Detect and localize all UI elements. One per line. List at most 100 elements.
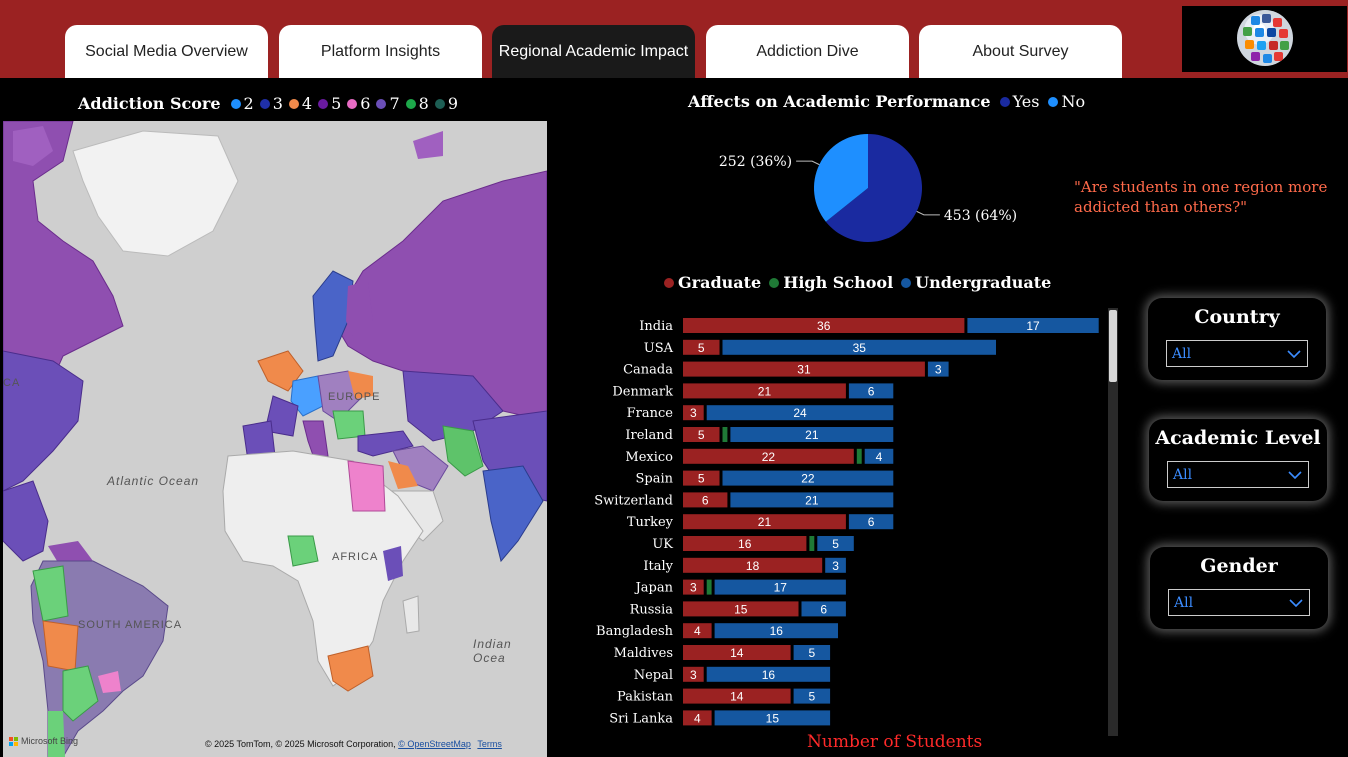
bar-data-label: 3 — [935, 363, 942, 377]
app-logo — [1182, 6, 1347, 72]
bar-segment-graduate[interactable] — [683, 666, 704, 682]
map-legend-label: 7 — [389, 94, 400, 113]
bar-segment-graduate[interactable] — [683, 339, 720, 355]
academic-level-dropdown[interactable]: All — [1167, 461, 1309, 488]
map-legend-item[interactable]: 7 — [370, 94, 400, 113]
bar-segment-graduate[interactable] — [683, 448, 854, 464]
bar-segment-undergraduate[interactable] — [714, 579, 846, 595]
legend-dot-icon — [230, 98, 241, 109]
gender-dropdown[interactable]: All — [1168, 589, 1310, 616]
map-legend-item[interactable]: 4 — [283, 94, 312, 113]
tab-platform-insights[interactable]: Platform Insights — [279, 25, 482, 78]
bar-segment-graduate[interactable] — [683, 383, 846, 399]
country-axis-label: Italy — [643, 559, 673, 574]
bar-segment-graduate[interactable] — [683, 470, 720, 486]
bar-segment-graduate[interactable] — [683, 361, 925, 377]
bar-segment-high-school[interactable] — [706, 579, 712, 595]
chart-scrollbar[interactable] — [1108, 308, 1118, 736]
map-canvas[interactable] — [3, 121, 547, 757]
bar-segment-graduate[interactable] — [683, 623, 712, 639]
bar-data-label: 16 — [738, 537, 752, 551]
bar-legend-item[interactable]: Graduate — [660, 273, 765, 292]
map-legend-item[interactable]: 3 — [254, 94, 283, 113]
bar-segment-undergraduate[interactable] — [801, 601, 846, 617]
bar-segment-graduate[interactable] — [683, 536, 807, 551]
pie-legend-item[interactable]: No — [1039, 92, 1085, 111]
pie-slice-yes[interactable] — [825, 134, 922, 242]
bar-segment-undergraduate[interactable] — [714, 710, 831, 726]
pie-leader-line — [796, 160, 820, 166]
bar-legend-item[interactable]: High School — [765, 273, 897, 292]
pie-slice-no[interactable] — [814, 134, 868, 222]
country-axis-label: Sri Lanka — [609, 711, 673, 726]
country-dropdown[interactable]: All — [1166, 340, 1308, 367]
bar-data-label: 4 — [694, 711, 701, 725]
map-legend-item[interactable]: 2 — [225, 94, 254, 113]
country-axis-label: UK — [652, 537, 673, 552]
bar-data-label: 6 — [868, 515, 875, 529]
bar-segment-graduate[interactable] — [683, 514, 846, 530]
map-legend-item[interactable]: 8 — [400, 94, 429, 113]
bar-data-label: 6 — [702, 493, 709, 507]
map-legend-label: 5 — [331, 94, 342, 113]
map-legend-label: 2 — [243, 94, 254, 113]
bar-data-label: 16 — [762, 668, 776, 682]
map-legend-item[interactable]: 5 — [312, 94, 341, 113]
bar-segment-undergraduate[interactable] — [714, 623, 838, 639]
bar-segment-undergraduate[interactable] — [730, 492, 894, 508]
bar-segment-graduate[interactable] — [683, 492, 728, 508]
chevron-down-icon — [1288, 471, 1302, 480]
bar-segment-undergraduate[interactable] — [706, 405, 894, 421]
bar-segment-graduate[interactable] — [683, 318, 965, 333]
tab-social-media-overview[interactable]: Social Media Overview — [65, 25, 268, 78]
bar-segment-graduate[interactable] — [683, 427, 720, 442]
bar-segment-undergraduate[interactable] — [722, 470, 894, 486]
terms-link[interactable]: Terms — [477, 739, 502, 749]
bar-segment-undergraduate[interactable] — [706, 666, 831, 682]
bar-segment-undergraduate[interactable] — [864, 448, 894, 464]
bar-segment-undergraduate[interactable] — [967, 318, 1099, 333]
country-axis-label: Russia — [630, 602, 674, 617]
bar-data-label: 5 — [832, 537, 839, 551]
bar-segment-undergraduate[interactable] — [817, 536, 854, 551]
bar-segment-undergraduate[interactable] — [722, 339, 997, 355]
scrollbar-thumb[interactable] — [1109, 310, 1117, 382]
bar-segment-graduate[interactable] — [683, 579, 704, 595]
legend-dot-icon — [1048, 96, 1059, 107]
bar-segment-graduate[interactable] — [683, 645, 791, 660]
tab-about-survey[interactable]: About Survey — [919, 25, 1122, 78]
bar-segment-graduate[interactable] — [683, 688, 791, 704]
bar-segment-high-school[interactable] — [856, 448, 862, 464]
bar-segment-undergraduate[interactable] — [793, 688, 831, 704]
openstreetmap-link[interactable]: © OpenStreetMap — [398, 739, 471, 749]
tab-addiction-dive[interactable]: Addiction Dive — [706, 25, 909, 78]
bar-segment-graduate[interactable] — [683, 601, 799, 617]
bar-segment-undergraduate[interactable] — [730, 427, 894, 442]
bar-segment-undergraduate[interactable] — [793, 645, 831, 660]
bar-segment-graduate[interactable] — [683, 710, 712, 726]
bar-segment-high-school[interactable] — [809, 536, 815, 551]
pie-legend-item[interactable]: Yes — [991, 92, 1039, 111]
bar-segment-undergraduate[interactable] — [927, 361, 949, 377]
tab-regional-academic-impact[interactable]: Regional Academic Impact — [492, 25, 695, 78]
map-legend-item[interactable]: 9 — [429, 94, 458, 113]
bing-logo: Microsoft Bing — [9, 736, 78, 746]
pie-leader-line — [916, 210, 940, 216]
bar-segment-graduate[interactable] — [683, 405, 704, 421]
bar-legend-item[interactable]: Undergraduate — [897, 273, 1055, 292]
choropleth-map[interactable]: CA EUROPE Atlantic Ocean AFRICA SOUTH AM… — [3, 121, 547, 757]
gender-dropdown-value: All — [1174, 595, 1194, 611]
bar-data-label: 31 — [797, 363, 811, 377]
bar-segment-undergraduate[interactable] — [848, 383, 894, 399]
legend-dot-icon — [999, 96, 1010, 107]
pie-chart[interactable]: 453 (64%) 252 (36%) — [700, 120, 1040, 260]
map-legend-item[interactable]: 6 — [341, 94, 370, 113]
bar-segment-undergraduate[interactable] — [825, 557, 846, 573]
bar-segment-undergraduate[interactable] — [848, 514, 894, 530]
map-attribution: © 2025 TomTom, © 2025 Microsoft Corporat… — [205, 739, 502, 749]
bar-segment-graduate[interactable] — [683, 557, 823, 573]
country-axis-label: Mexico — [625, 450, 673, 465]
bar-segment-high-school[interactable] — [722, 427, 728, 442]
